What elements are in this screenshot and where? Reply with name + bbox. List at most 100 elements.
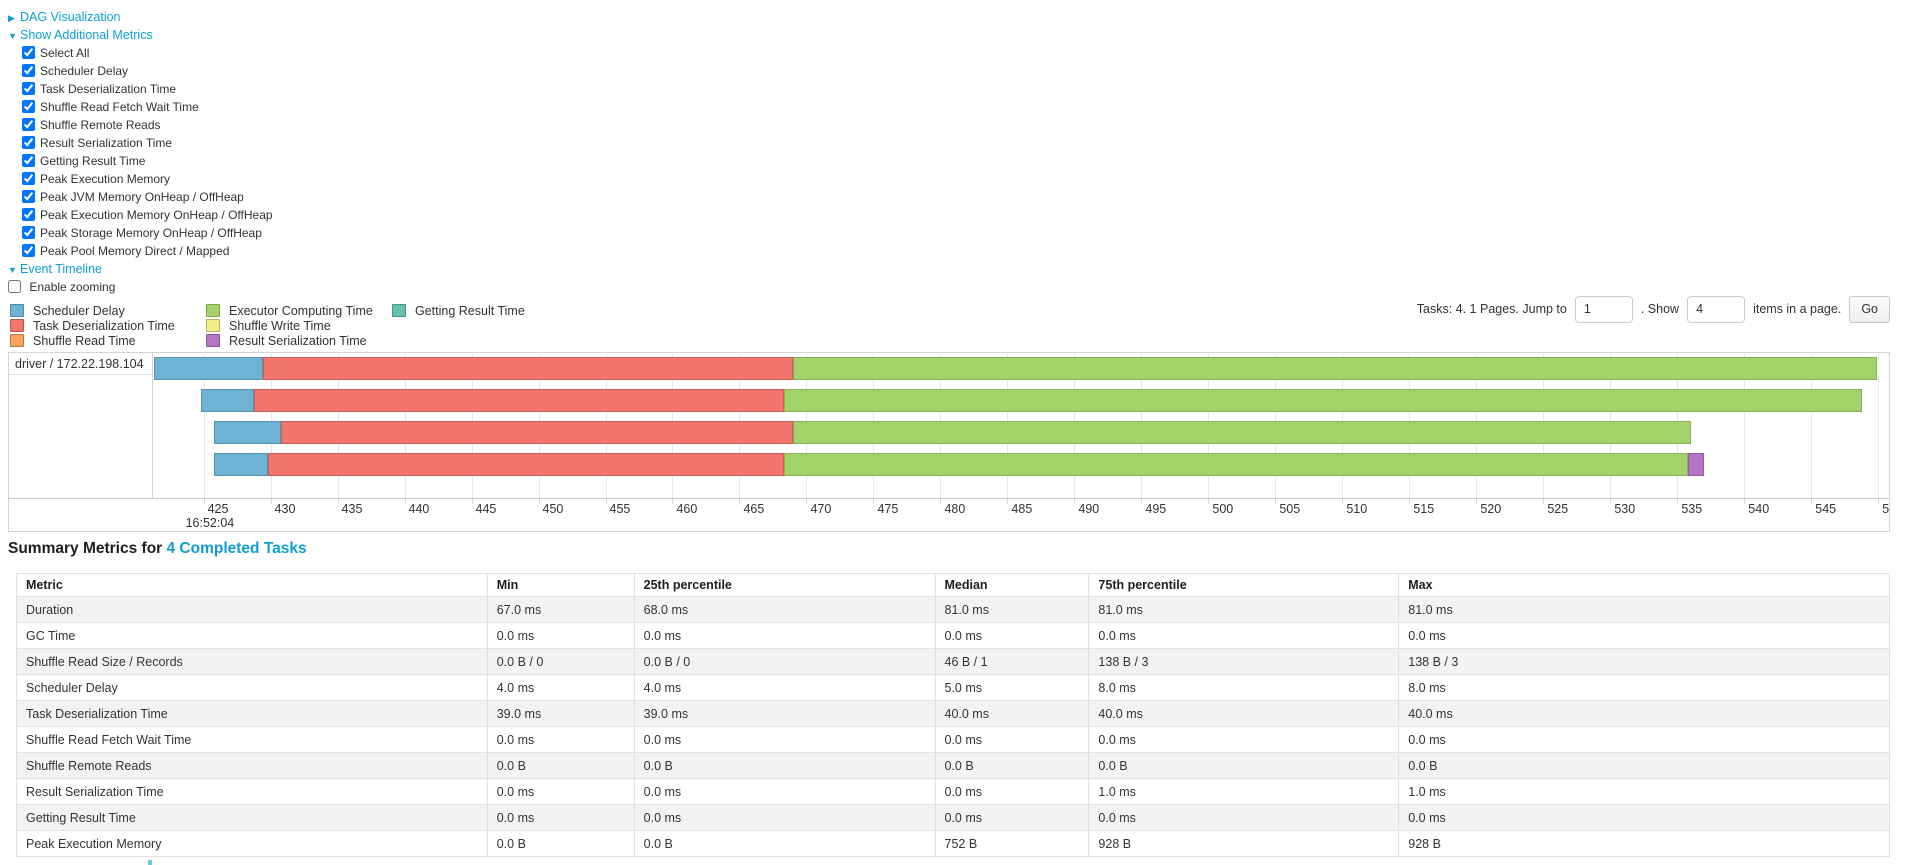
table-header-row: Metric Min 25th percentile Median 75th perce… [16, 573, 1890, 597]
metric-checkbox-row: Shuffle Remote Reads [22, 116, 273, 134]
legend-item: Result Serialization Time [206, 333, 392, 348]
table-cell: Task Deserialization Time [16, 700, 488, 727]
dag-visualization-link[interactable]: DAG Visualization [20, 10, 121, 24]
legend-item: Shuffle Read Time [10, 333, 206, 348]
axis-tick-label: 475 [877, 502, 899, 516]
event-timeline-toggle[interactable]: ▼ Event Timeline [8, 260, 273, 278]
legend-swatch-task_deserialization [10, 319, 24, 332]
completed-tasks-link[interactable]: 4 Completed Tasks [166, 540, 307, 557]
metric-checkbox[interactable] [22, 190, 35, 203]
metric-checkbox[interactable] [22, 100, 35, 113]
metric-checkbox[interactable] [22, 82, 35, 95]
metric-checkbox[interactable] [22, 118, 35, 131]
metric-checkbox[interactable] [22, 136, 35, 149]
axis-tick-mark [471, 499, 473, 504]
metric-checkbox[interactable] [22, 244, 35, 257]
table-cell: 0.0 ms [934, 726, 1090, 753]
segment-scheduler-delay [214, 421, 282, 444]
metric-checkbox-row: Select All [22, 44, 273, 62]
axis-tick-mark [1677, 499, 1679, 504]
legend-label: Scheduler Delay [33, 303, 125, 318]
table-column-header: Metric [16, 573, 488, 597]
table-cell: 138 B / 3 [1398, 648, 1890, 675]
axis-tick-mark [1141, 499, 1143, 504]
metric-checkbox[interactable] [22, 46, 35, 59]
metric-checkbox-row: Result Serialization Time [22, 134, 273, 152]
table-column-header: Median [934, 573, 1090, 597]
table-column-header: Min [486, 573, 635, 597]
table-row: Duration 67.0 ms 68.0 ms 81.0 ms 81.0 ms 81.0… [16, 596, 1890, 623]
caret-down-icon: ▼ [8, 265, 17, 275]
dag-visualization-toggle[interactable]: ▶ DAG Visualization [8, 8, 273, 26]
timeline-gridline [1878, 353, 1880, 498]
segment-executor-computing [783, 389, 1863, 412]
jump-to-page-input[interactable] [1574, 295, 1633, 323]
go-button[interactable]: Go [1849, 295, 1890, 323]
clipped-next-section-fragment [148, 860, 152, 865]
timeline-legend: Scheduler Delay Task Deserialization Time… [10, 303, 525, 348]
task-timeline-bar[interactable] [154, 357, 1889, 380]
timeline-gridline [1744, 353, 1746, 498]
metric-checkbox-row: Scheduler Delay [22, 62, 273, 80]
task-timeline-bar[interactable] [154, 389, 1889, 412]
axis-tick-label: 455 [609, 502, 631, 516]
items-per-page-input[interactable] [1687, 295, 1746, 323]
show-additional-metrics-link[interactable]: Show Additional Metrics [20, 28, 153, 42]
axis-time-label: 16:52:04 [185, 516, 235, 530]
axis-tick-mark [1476, 499, 1478, 504]
table-cell: 0.0 B [633, 830, 936, 857]
axis-tick-mark [1811, 499, 1813, 504]
table-cell: 752 B [934, 830, 1090, 857]
table-row: Scheduler Delay 4.0 ms 4.0 ms 5.0 ms 8.0 ms 8… [16, 674, 1890, 701]
axis-tick-label: 500 [1212, 502, 1234, 516]
segment-scheduler-delay [154, 357, 263, 380]
metric-checkbox-label: Task Deserialization Time [40, 82, 177, 96]
caret-right-icon: ▶ [8, 13, 15, 23]
table-cell: 0.0 B / 0 [486, 648, 635, 675]
axis-tick-label: 545 [1815, 502, 1837, 516]
timeline-gridline [203, 353, 205, 498]
executor-row-label: driver / 172.22.198.104 [9, 353, 152, 375]
event-timeline-link[interactable]: Event Timeline [20, 262, 102, 276]
task-timeline-bar[interactable] [154, 453, 1889, 476]
table-row: Task Deserialization Time 39.0 ms 39.0 ms 4… [16, 700, 1890, 727]
table-cell: Shuffle Remote Reads [16, 752, 488, 779]
table-cell: Shuffle Read Size / Records [16, 648, 488, 675]
table-cell: 928 B [1398, 830, 1890, 857]
axis-tick-mark [1409, 499, 1411, 504]
axis-tick-mark [538, 499, 540, 504]
axis-tick-label: 515 [1413, 502, 1435, 516]
legend-swatch-getting_result [392, 304, 406, 317]
axis-tick-mark [1007, 499, 1009, 504]
metric-checkbox[interactable] [22, 64, 35, 77]
segment-task-deserialization [262, 357, 794, 380]
metric-checkbox[interactable] [22, 154, 35, 167]
event-timeline-chart: driver / 172.22.198.104 425 16:52:04 430 43… [8, 352, 1890, 532]
metric-checkbox-row: Peak Execution Memory [22, 170, 273, 188]
table-cell: 0.0 ms [486, 726, 635, 753]
axis-tick-label: 480 [944, 502, 966, 516]
axis-tick-label: 440 [408, 502, 430, 516]
table-cell: 0.0 ms [633, 726, 936, 753]
axis-tick-mark [1878, 499, 1880, 504]
metric-checkbox-label: Select All [40, 46, 90, 60]
enable-zooming-label: Enable zooming [29, 280, 116, 294]
table-cell: 0.0 ms [633, 778, 936, 805]
table-cell: 81.0 ms [934, 596, 1090, 623]
table-row: Shuffle Read Fetch Wait Time 0.0 ms 0.0 ms… [16, 726, 1890, 753]
show-additional-metrics-toggle[interactable]: ▼ Show Additional Metrics [8, 26, 273, 44]
table-cell: 0.0 ms [1088, 622, 1400, 649]
enable-zooming-checkbox[interactable] [8, 280, 21, 293]
metric-checkbox-label: Result Serialization Time [40, 136, 173, 150]
axis-tick-label: 525 [1547, 502, 1569, 516]
metric-checkbox-label: Shuffle Read Fetch Wait Time [40, 100, 199, 114]
legend-item: Shuffle Write Time [206, 318, 392, 333]
metric-checkbox[interactable] [22, 226, 35, 239]
table-cell: 0.0 ms [486, 804, 635, 831]
metric-checkbox[interactable] [22, 208, 35, 221]
metric-checkbox-row: Getting Result Time [22, 152, 273, 170]
metric-checkbox[interactable] [22, 172, 35, 185]
axis-tick-mark [1610, 499, 1612, 504]
task-timeline-bar[interactable] [154, 421, 1889, 444]
table-cell: Peak Execution Memory [16, 830, 488, 857]
